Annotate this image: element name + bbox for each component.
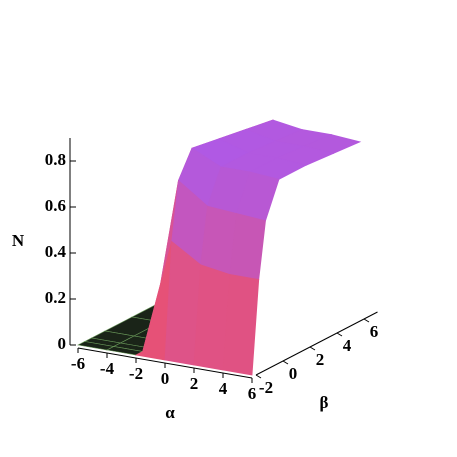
x-tick-label: 4 (219, 379, 228, 398)
y-tick-label: 0 (289, 364, 298, 383)
y-axis-label: β (320, 393, 329, 412)
x-tick-label: -2 (129, 364, 143, 383)
y-tick-label: 6 (370, 322, 379, 341)
y-tick-label: 2 (316, 350, 325, 369)
surface-patch (222, 274, 260, 376)
z-tick-label: 0.4 (45, 242, 67, 261)
z-tick-label: 0.8 (45, 150, 66, 169)
y-tick-label: 4 (343, 336, 352, 355)
x-tick-label: 6 (248, 384, 257, 403)
x-tick-label: 2 (190, 374, 199, 393)
y-tick (309, 346, 316, 351)
y-tick-label: -2 (259, 378, 273, 397)
z-axis-label: N (12, 231, 25, 250)
z-tick-label: 0 (58, 334, 67, 353)
z-tick-label: 0.6 (45, 196, 66, 215)
surface-patch (229, 213, 266, 280)
x-axis-label: α (165, 403, 175, 422)
x-tick-label: -6 (71, 354, 85, 373)
z-tick-label: 0.2 (45, 288, 66, 307)
y-axis (255, 311, 378, 376)
y-tick (363, 318, 370, 323)
x-tick-label: 0 (161, 369, 170, 388)
y-tick (282, 360, 289, 365)
x-tick-label: -4 (100, 359, 115, 378)
y-tick (336, 332, 343, 337)
y-tick (255, 374, 262, 379)
